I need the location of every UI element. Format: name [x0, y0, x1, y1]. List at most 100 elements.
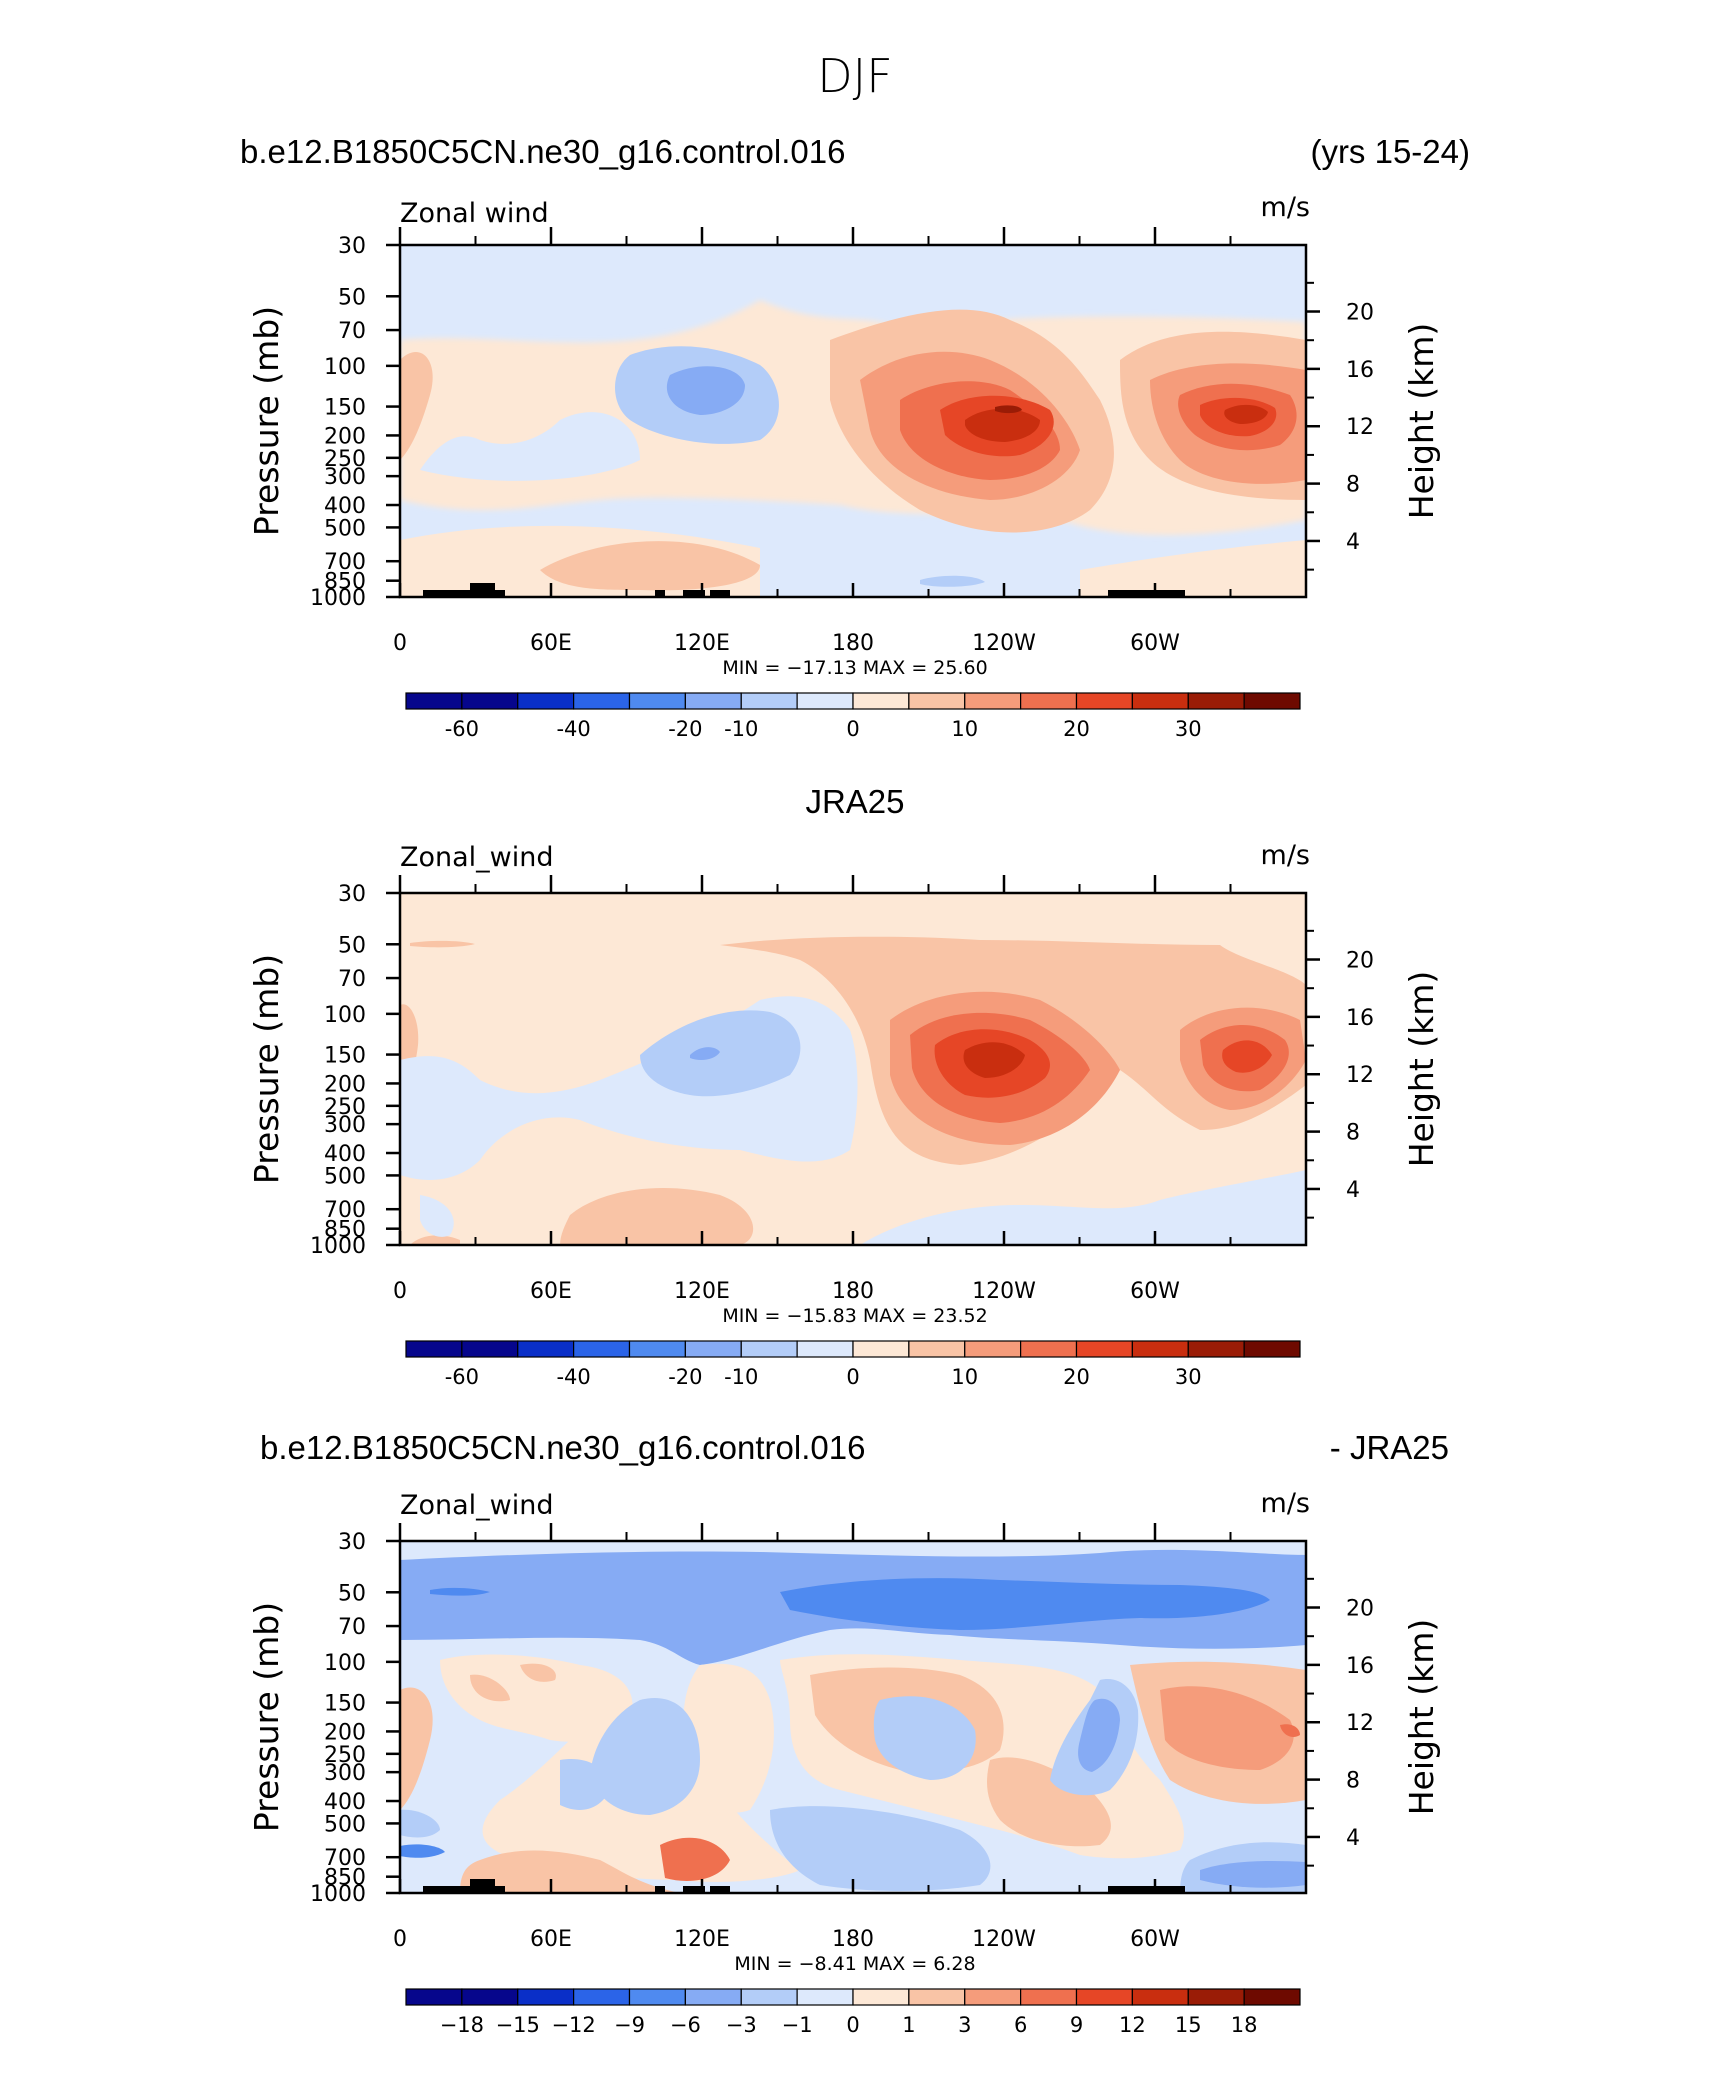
x-tick-label: 60W [1130, 631, 1180, 656]
x-tick-label: 180 [832, 1927, 874, 1952]
colorbar-label: −9 [614, 2013, 645, 2037]
y-tick-label-right: 16 [1346, 358, 1374, 383]
colorbar-label: -40 [556, 1365, 590, 1389]
colorbar-box [628, 692, 686, 710]
y-tick-label: 700 [324, 1846, 366, 1871]
panel2-contour-field [400, 893, 1306, 1245]
y-tick-label-right: 4 [1346, 1826, 1360, 1851]
y-tick-label-right: 12 [1346, 1063, 1374, 1088]
colorbar-box [964, 1988, 1022, 2006]
y-tick-label: 50 [338, 1581, 366, 1606]
colorbar-label: 30 [1175, 717, 1202, 741]
colorbar-box [1131, 1340, 1189, 1358]
colorbar-box [1243, 1340, 1301, 1358]
colorbar-label: 0 [846, 1365, 859, 1389]
y-tick-label: 100 [324, 1003, 366, 1028]
colorbar-box [796, 1988, 854, 2006]
colorbar-label: 0 [846, 2013, 859, 2037]
y-tick-label: 30 [338, 882, 366, 907]
colorbar-box [964, 692, 1022, 710]
colorbar-label: 0 [846, 717, 859, 741]
panel1-plot: Zonal wind m/s MIN = −17.13 MAX = 25.60 … [247, 192, 1441, 741]
y-tick-label: 850 [324, 1866, 366, 1891]
panel2-center-title: JRA25 [805, 783, 904, 820]
colorbar-label: -60 [445, 717, 479, 741]
y-tick-label: 100 [324, 1651, 366, 1676]
y-tick-label: 70 [338, 319, 366, 344]
y-tick-label: 1000 [310, 586, 366, 611]
x-tick-label: 120W [972, 1279, 1036, 1304]
y-tick-label: 300 [324, 465, 366, 490]
colorbar-box [740, 1988, 798, 2006]
x-tick-label: 180 [832, 631, 874, 656]
panel3-left-title: b.e12.B1850C5CN.ne30_g16.control.016 [260, 1429, 865, 1466]
x-tick-label: 120E [674, 631, 730, 656]
y-tick-label-right: 12 [1346, 1711, 1374, 1736]
panel3-contour-field [400, 1541, 1306, 1893]
y-tick-label: 400 [324, 1142, 366, 1167]
colorbar-label: -10 [724, 1365, 758, 1389]
colorbar-box [1075, 1340, 1133, 1358]
colorbar-box [461, 1988, 519, 2006]
panel1-left-title: b.e12.B1850C5CN.ne30_g16.control.016 [240, 133, 845, 170]
colorbar-box [684, 1988, 742, 2006]
colorbar-box [740, 1340, 798, 1358]
y-tick-label: 30 [338, 1530, 366, 1555]
y-tick-label: 400 [324, 494, 366, 519]
colorbar-box [573, 692, 631, 710]
y-tick-label: 150 [324, 1692, 366, 1717]
colorbar-label: -20 [668, 1365, 702, 1389]
panel2-colorbar: -60 -40 -20 -10 0 10 20 30 [405, 1340, 1301, 1389]
colorbar-label: 20 [1063, 717, 1090, 741]
panel3-ylabel-right: Height (km) [1402, 1619, 1441, 1816]
y-tick-label: 200 [324, 1720, 366, 1745]
y-tick-label: 1000 [310, 1882, 366, 1907]
y-tick-label: 250 [324, 447, 366, 472]
panel2-units: m/s [1261, 840, 1310, 871]
y-tick-label-right: 8 [1346, 473, 1360, 498]
colorbar-box [405, 692, 463, 710]
y-tick-label: 850 [324, 570, 366, 595]
colorbar-box [908, 1340, 966, 1358]
y-tick-label-right: 20 [1346, 1597, 1374, 1622]
x-tick-label: 0 [393, 1927, 407, 1952]
colorbar-box [1187, 1988, 1245, 2006]
panel1-var-label: Zonal wind [400, 198, 549, 229]
colorbar-box [405, 1988, 463, 2006]
y-tick-label: 250 [324, 1743, 366, 1768]
colorbar-box [796, 1340, 854, 1358]
colorbar-label: 10 [951, 1365, 978, 1389]
panel2-ylabel-left: Pressure (mb) [247, 954, 286, 1184]
y-tick-label-right: 20 [1346, 301, 1374, 326]
y-tick-label: 70 [338, 967, 366, 992]
colorbar-box [852, 1988, 910, 2006]
colorbar-label: 1 [902, 2013, 915, 2037]
colorbar-box [1187, 1340, 1245, 1358]
colorbar-box [517, 1988, 575, 2006]
x-tick-label: 120E [674, 1279, 730, 1304]
colorbar-box [1075, 1988, 1133, 2006]
page-title: DJF [817, 49, 892, 103]
colorbar-label: 10 [951, 717, 978, 741]
y-tick-label-right: 8 [1346, 1121, 1360, 1146]
colorbar-label: −18 [440, 2013, 484, 2037]
x-tick-label: 60E [530, 1279, 572, 1304]
colorbar-box [573, 1340, 631, 1358]
y-tick-label-right: 16 [1346, 1006, 1374, 1031]
panel3-plot: Zonal_wind m/s MIN = −8.41 MAX = 6.28 Pr… [247, 1488, 1441, 2037]
x-tick-label: 60W [1130, 1927, 1180, 1952]
panel2-ylabel-right: Height (km) [1402, 971, 1441, 1168]
colorbar-box [1075, 692, 1133, 710]
y-tick-label: 500 [324, 1164, 366, 1189]
colorbar-box [1131, 692, 1189, 710]
colorbar-label: 20 [1063, 1365, 1090, 1389]
panel1-units: m/s [1261, 192, 1310, 223]
y-tick-label: 300 [324, 1113, 366, 1138]
y-tick-label: 150 [324, 396, 366, 421]
colorbar-box [1131, 1988, 1189, 2006]
x-tick-label: 60E [530, 631, 572, 656]
y-tick-label: 200 [324, 1072, 366, 1097]
